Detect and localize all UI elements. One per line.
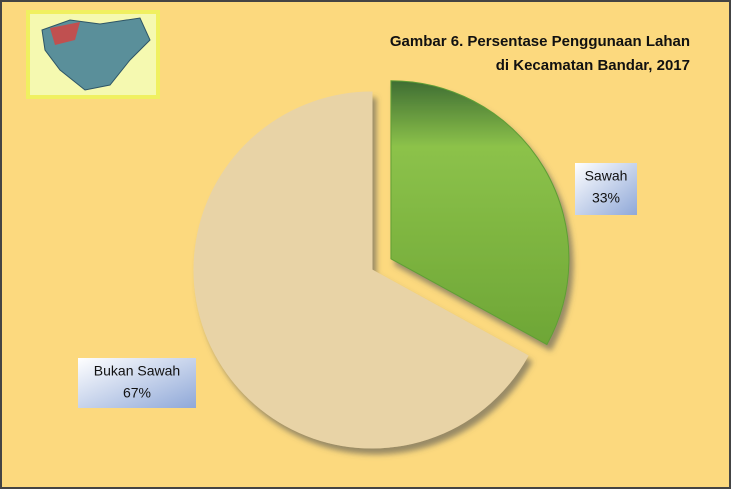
data-label: 67% [123,385,151,401]
pie-slice [390,80,570,346]
chart-title: Gambar 6. Persentase Penggunaan Lahan [390,33,690,50]
label-box [575,163,637,215]
category-label: Sawah [585,168,628,184]
chart-title: di Kecamatan Bandar, 2017 [496,57,690,74]
data-label: 33% [592,190,620,206]
map-thumbnail [26,10,160,99]
label-box [78,358,196,408]
category-label: Bukan Sawah [94,363,180,379]
pie-slice [193,91,529,449]
